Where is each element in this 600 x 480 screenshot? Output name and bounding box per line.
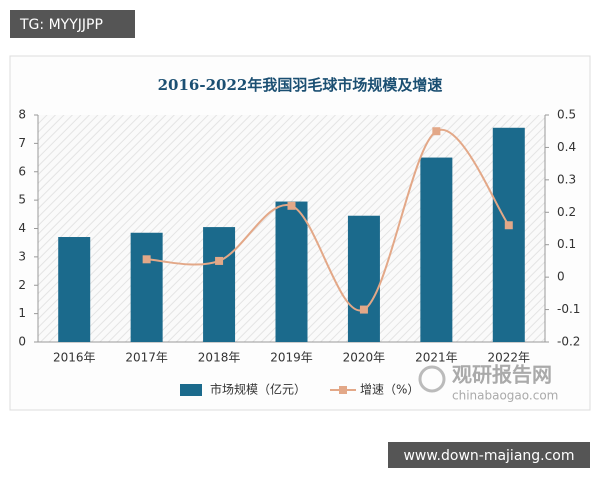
y2-tick-label: 0.4 [557, 140, 576, 154]
legend-swatch [180, 384, 202, 396]
bar [275, 201, 308, 342]
line-marker [215, 256, 224, 265]
y2-tick-label: -0.1 [557, 302, 580, 316]
y-tick-label: 2 [18, 278, 26, 292]
y2-tick-label: 0 [557, 270, 565, 284]
line-marker [287, 201, 296, 210]
footer-badge-text: www.down-majiang.com [403, 448, 574, 464]
y-tick-label: 4 [18, 221, 26, 235]
y-tick-label: 0 [18, 335, 26, 349]
y2-tick-label: 0.2 [557, 205, 576, 219]
bar [347, 215, 380, 342]
y2-tick-label: -0.2 [557, 335, 580, 349]
watermark-name: 观研报告网 [452, 363, 552, 387]
y2-tick-label: 0.1 [557, 237, 576, 251]
legend-label: 增速（%） [360, 383, 419, 397]
badge-box [10, 10, 135, 38]
badge-text: TG: MYYJJPP [19, 17, 103, 33]
y-tick-label: 1 [18, 306, 26, 320]
bar [203, 227, 236, 342]
line-marker [359, 305, 368, 314]
x-tick-label: 2019年 [270, 351, 313, 365]
y2-tick-label: 0.5 [557, 108, 576, 122]
y-tick-label: 7 [18, 136, 26, 150]
x-tick-label: 2018年 [198, 351, 241, 365]
x-tick-label: 2016年 [53, 351, 96, 365]
y-tick-label: 8 [18, 108, 26, 122]
y-tick-label: 5 [18, 193, 26, 207]
x-tick-label: 2021年 [415, 351, 458, 365]
bar [58, 237, 91, 342]
line-marker [432, 127, 441, 136]
bar [130, 232, 163, 342]
x-tick-label: 2022年 [488, 351, 531, 365]
y-tick-label: 6 [18, 164, 26, 178]
bar [492, 127, 525, 342]
y-tick-label: 3 [18, 249, 26, 263]
watermark-logo [418, 365, 446, 393]
x-tick-label: 2020年 [343, 351, 386, 365]
x-tick-label: 2017年 [125, 351, 168, 365]
legend-swatch-marker [339, 386, 347, 394]
y2-tick-label: 0.3 [557, 172, 576, 186]
line-marker [142, 255, 151, 264]
chart-title: 2016-2022年我国羽毛球市场规模及增速 [158, 76, 443, 94]
line-marker [504, 221, 513, 230]
bar [420, 157, 453, 342]
footer-badge-box [388, 442, 590, 468]
watermark-url: chinabaogao.com [452, 389, 558, 403]
legend-label: 市场规模（亿元） [210, 382, 306, 397]
